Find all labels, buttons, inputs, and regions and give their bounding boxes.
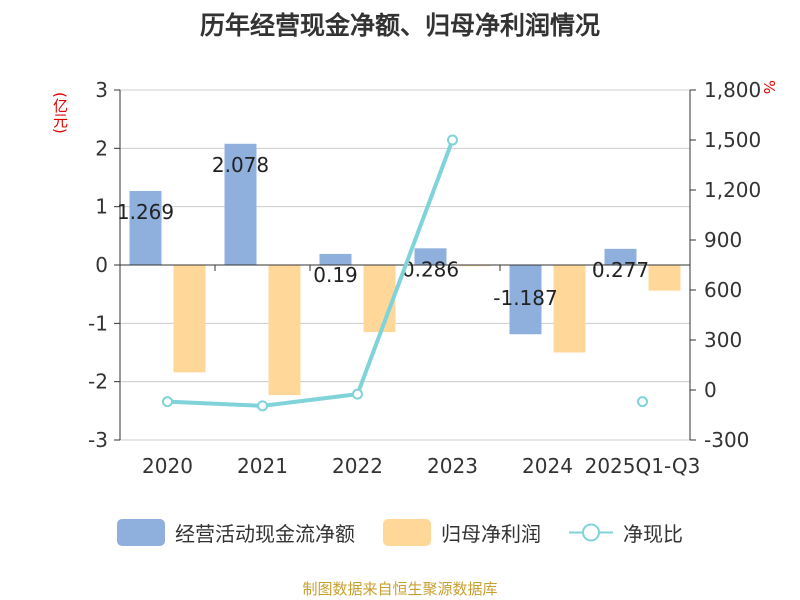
legend-swatch-profit (383, 519, 431, 546)
bar-cashflow (604, 248, 637, 265)
legend-label-profit: 归母净利润 (441, 522, 541, 546)
line-ratio (167, 139, 455, 408)
right-axis-unit: % (760, 80, 778, 95)
right-axis-tick-label: 1,800 (704, 78, 761, 102)
bar-profit (173, 265, 206, 373)
bar-profit (553, 265, 586, 353)
bar-profit (268, 265, 301, 396)
right-axis-tick-label: 0 (704, 378, 717, 402)
point-ratio (162, 396, 173, 408)
bar-profit (458, 265, 491, 267)
right-axis-tick-label: 600 (704, 278, 742, 302)
chart-title: 历年经营现金净额、归母净利润情况 (199, 11, 600, 40)
right-axis-tick-label: -300 (704, 428, 749, 452)
data-label-cashflow: 0.277 (592, 258, 649, 282)
left-axis-tick-label: 1 (95, 195, 108, 219)
data-label-cashflow: 1.269 (117, 200, 174, 224)
data-source-footer: 制图数据来自恒生聚源数据库 (302, 580, 498, 598)
legend-label-cashflow: 经营活动现金流净额 (175, 522, 355, 546)
point-ratio (637, 396, 648, 408)
left-axis-tick-label: 3 (95, 78, 108, 102)
legend-label-ratio: 净现比 (623, 522, 683, 546)
category-label: 2024 (522, 454, 573, 478)
left-axis-tick-label: -3 (88, 428, 108, 452)
category-label: 2020 (142, 454, 193, 478)
bar-cashflow (224, 143, 257, 265)
data-label-cashflow: 0.286 (402, 257, 459, 281)
bar-cashflow (129, 190, 162, 265)
category-label: 2025Q1-Q3 (585, 454, 701, 478)
category-label: 2021 (237, 454, 288, 478)
point-ratio (352, 388, 363, 400)
left-axis-tick-label: -1 (88, 311, 108, 335)
data-label-cashflow: -1.187 (493, 286, 557, 310)
right-axis-tick-label: 1,500 (704, 128, 761, 152)
right-axis-tick-label: 900 (704, 228, 742, 252)
legend-item-ratio[interactable]: 净现比 (569, 518, 683, 547)
bar-profit (363, 265, 396, 333)
bar-profit (648, 265, 681, 291)
legend-item-profit[interactable]: 归母净利润 (383, 518, 541, 547)
legend-item-cashflow[interactable]: 经营活动现金流净额 (117, 518, 355, 547)
category-label: 2023 (427, 454, 478, 478)
legend: 经营活动现金流净额 归母净利润 净现比 (0, 518, 800, 547)
bar-cashflow (319, 253, 352, 265)
data-label-cashflow: 0.19 (313, 263, 358, 287)
point-ratio (257, 400, 268, 412)
point-ratio (447, 134, 458, 146)
bar-cashflow (414, 248, 447, 265)
legend-swatch-ratio (569, 523, 613, 542)
left-axis-unit: (亿元) (51, 92, 69, 134)
left-axis-tick-label: -2 (88, 370, 108, 394)
bar-cashflow (509, 265, 542, 335)
right-axis-tick-label: 300 (704, 328, 742, 352)
legend-swatch-cashflow (117, 519, 165, 546)
right-axis-tick-label: 1,200 (704, 178, 761, 202)
left-axis-tick-label: 2 (95, 136, 108, 160)
category-label: 2022 (332, 454, 383, 478)
left-axis-tick-label: 0 (95, 253, 108, 277)
data-label-cashflow: 2.078 (212, 153, 269, 177)
